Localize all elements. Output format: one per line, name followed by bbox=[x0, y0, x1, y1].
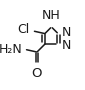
Text: H₂N: H₂N bbox=[0, 43, 22, 56]
Text: O: O bbox=[32, 67, 42, 80]
Text: N: N bbox=[62, 39, 71, 52]
Text: Cl: Cl bbox=[17, 23, 29, 36]
Text: N: N bbox=[62, 26, 71, 39]
Text: NH: NH bbox=[42, 9, 61, 22]
